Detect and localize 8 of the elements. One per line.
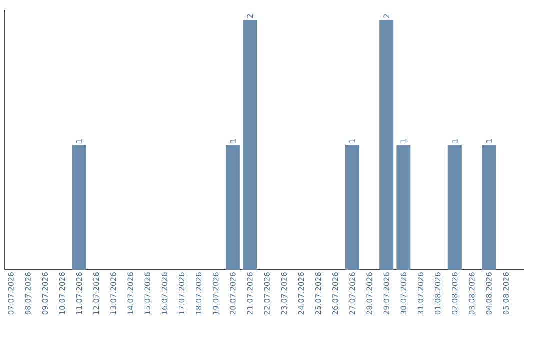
data-label: 1: [350, 139, 356, 143]
data-label: 2: [384, 14, 390, 18]
data-label: 2: [247, 14, 253, 18]
data-label: 1: [486, 139, 492, 143]
data-label: 1: [230, 139, 236, 143]
data-label: 1: [400, 139, 407, 143]
data-label: 1: [452, 139, 458, 143]
data-label: 1: [76, 139, 82, 143]
